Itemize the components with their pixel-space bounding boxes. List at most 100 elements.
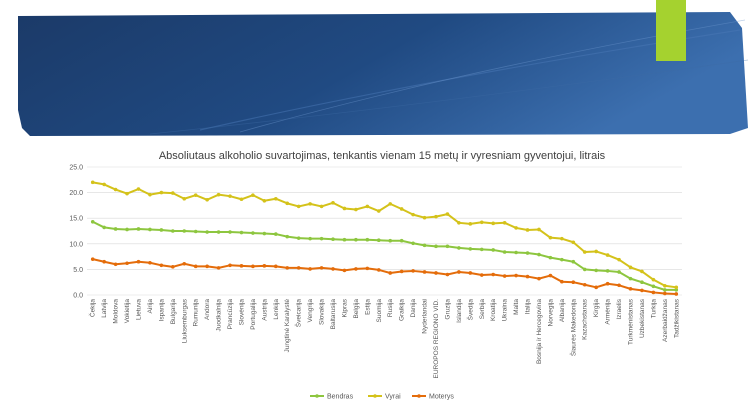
legend-label: Moterys — [429, 394, 454, 401]
legend-label: Vyrai — [385, 394, 401, 401]
header-banner — [18, 0, 749, 136]
data-point — [651, 277, 656, 282]
x-tick-label: Izraelis — [616, 298, 623, 319]
y-tick-label: 0.0 — [73, 293, 83, 300]
data-point — [376, 209, 381, 213]
data-point — [594, 268, 598, 273]
data-point — [399, 238, 404, 243]
chart-legend: Bendras Vyrai Moterys — [310, 394, 454, 401]
data-point — [102, 225, 106, 230]
legend-label: Bendras — [327, 394, 354, 401]
data-point — [148, 192, 152, 197]
data-point — [605, 253, 610, 257]
data-point — [605, 269, 610, 273]
x-tick-label: Kroatija — [490, 299, 497, 321]
y-tick-label: 20.0 — [69, 190, 83, 197]
series-line-bendras — [92, 220, 677, 291]
x-tick-label: Belgija — [353, 299, 360, 319]
data-point — [445, 244, 450, 249]
y-tick-label: 25.0 — [69, 165, 83, 172]
data-point — [319, 266, 324, 270]
data-point — [136, 259, 141, 264]
data-point — [434, 244, 438, 249]
data-point — [205, 230, 209, 234]
data-point — [399, 269, 404, 274]
data-point — [605, 281, 610, 286]
data-point — [388, 238, 393, 243]
data-point — [628, 265, 633, 270]
data-point — [434, 214, 438, 219]
x-tick-label: Gruzija — [444, 299, 451, 320]
data-point — [331, 237, 335, 241]
data-point — [308, 202, 312, 206]
x-tick-label: Airija — [147, 299, 154, 314]
x-tick-label: Ukraina — [502, 299, 509, 322]
x-tick-label: EUROPOS REGIONO VID. — [433, 299, 440, 379]
x-tick-label: Danija — [410, 299, 417, 318]
data-point — [182, 196, 187, 201]
x-tick-label: Baltarusija — [330, 299, 337, 330]
accent-block — [656, 0, 686, 61]
data-point — [376, 268, 381, 272]
data-point — [308, 236, 312, 241]
data-point — [468, 222, 473, 226]
data-point — [262, 231, 267, 236]
data-point — [594, 285, 598, 290]
x-tick-label: Kirgija — [593, 299, 600, 317]
data-point — [331, 201, 335, 205]
data-point — [502, 250, 507, 254]
x-tick-label: Moldova — [113, 299, 120, 324]
x-tick-label: Austrija — [261, 299, 268, 321]
data-point — [228, 263, 232, 268]
data-point — [491, 272, 496, 277]
data-point — [171, 265, 175, 269]
data-point — [239, 197, 244, 202]
data-point — [674, 285, 679, 290]
data-point — [674, 288, 679, 292]
data-point — [537, 252, 541, 257]
data-point — [365, 266, 370, 271]
data-point — [148, 260, 152, 265]
data-point — [628, 276, 633, 281]
x-tick-label: Vokietija — [124, 299, 131, 324]
x-tick-label: Italija — [525, 299, 532, 315]
data-point — [262, 264, 267, 268]
data-point — [354, 207, 358, 212]
data-point — [491, 248, 496, 252]
data-point — [273, 264, 278, 269]
data-point — [342, 206, 347, 211]
x-tick-label: Čekija — [88, 299, 97, 317]
data-point — [216, 266, 221, 270]
data-point — [113, 187, 118, 192]
x-tick-label: Turkmėnistanas — [628, 298, 635, 345]
data-point — [582, 282, 587, 287]
x-tick-label: Albanija — [559, 299, 566, 323]
data-point — [399, 207, 404, 211]
data-point — [148, 227, 152, 232]
data-point — [342, 237, 347, 242]
x-tick-label: Suomija — [376, 299, 383, 323]
data-point — [136, 187, 141, 191]
x-tick-label: Armėnija — [605, 299, 612, 325]
data-point — [228, 230, 232, 234]
banner-shape — [18, 12, 748, 136]
data-point — [479, 273, 484, 277]
x-tick-label: Portugalija — [250, 299, 257, 330]
x-tick-label: Uzbekistanas — [639, 298, 646, 338]
data-point — [640, 269, 644, 274]
series-line-moterys — [92, 258, 677, 295]
x-tick-label: Latvija — [101, 299, 108, 318]
data-point — [251, 193, 255, 197]
data-point — [411, 241, 415, 246]
legend-marker — [417, 394, 421, 398]
x-tick-label: Malta — [513, 299, 520, 315]
data-point — [525, 228, 530, 232]
data-point — [193, 193, 198, 197]
data-point — [434, 271, 438, 275]
data-point — [125, 261, 129, 266]
data-point — [560, 257, 564, 262]
data-point — [308, 267, 312, 271]
data-point — [594, 249, 598, 254]
x-tick-label: Islandija — [456, 299, 463, 323]
